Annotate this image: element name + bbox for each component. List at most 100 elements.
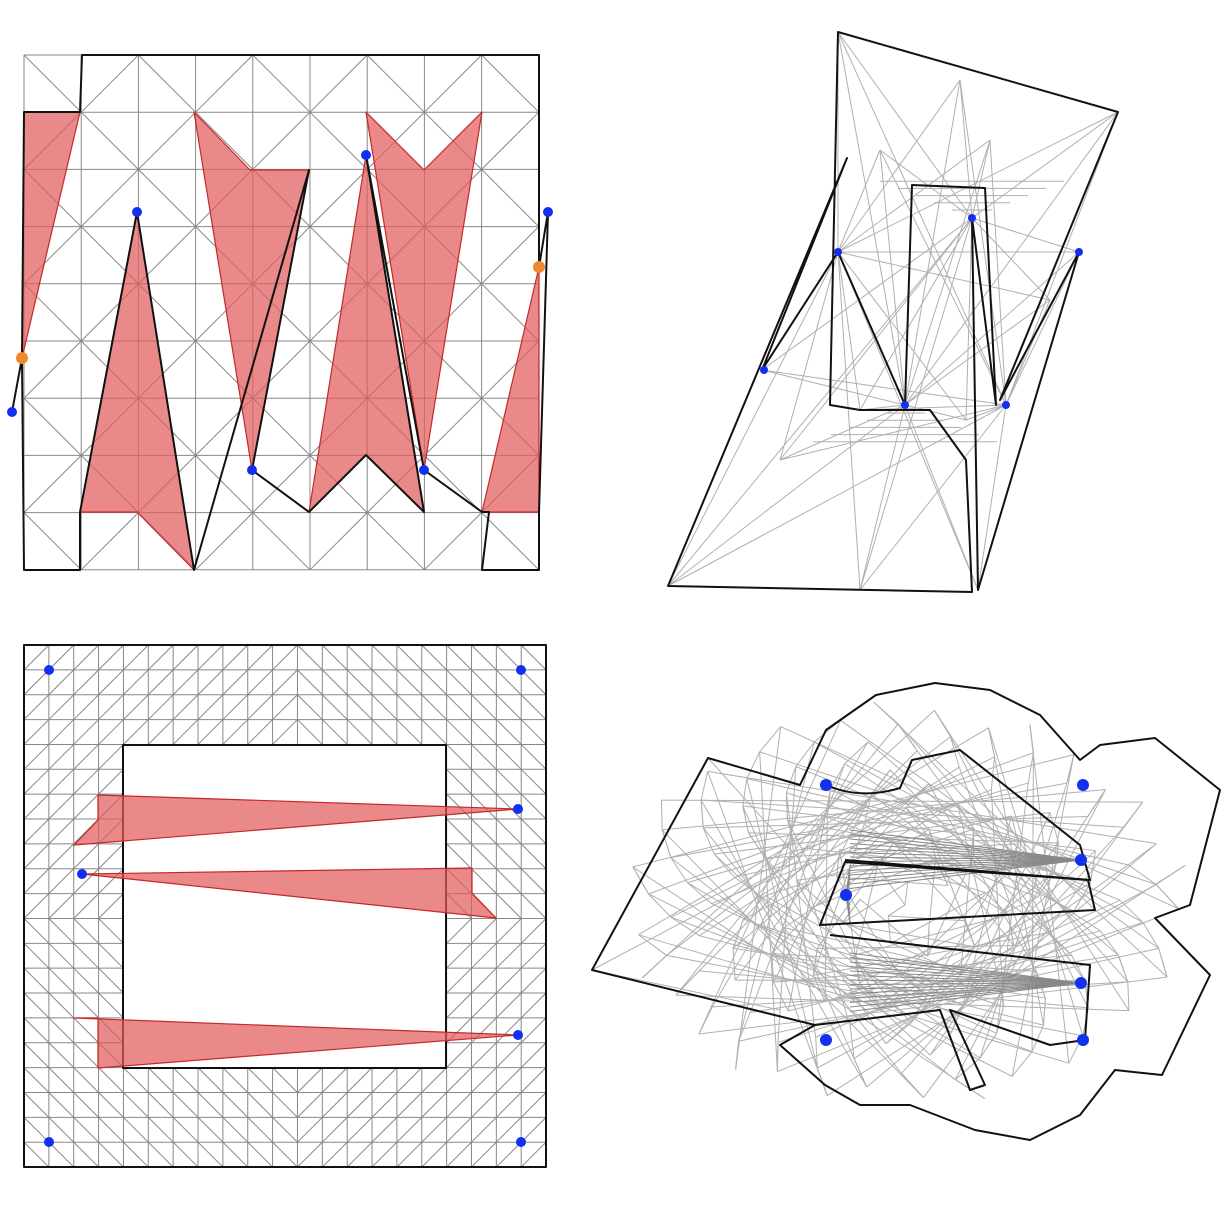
mesh-edge	[863, 794, 872, 825]
mesh-edge	[698, 720, 841, 1035]
mesh-edge	[520, 992, 547, 1019]
blue-dot	[7, 407, 17, 417]
mesh-edge	[48, 967, 75, 994]
mesh-edge	[247, 1141, 273, 1168]
blue-dot	[419, 465, 429, 475]
mesh-edge	[904, 299, 1051, 406]
mesh-edge	[172, 669, 199, 696]
mesh-edge	[735, 726, 782, 1070]
mesh-edge	[471, 992, 497, 1019]
mesh-edge	[859, 217, 973, 411]
mesh-edge	[520, 793, 547, 820]
mesh-edge	[222, 694, 249, 720]
mesh-edge	[1011, 1051, 1033, 1077]
mesh-edge	[990, 756, 996, 790]
mesh-edge	[48, 694, 75, 720]
mesh-edge	[172, 694, 199, 720]
fan-mesh-bottom-right	[591, 701, 1186, 1100]
mesh-edge	[247, 644, 273, 671]
mesh-edge	[965, 404, 1007, 421]
mesh-edge	[147, 644, 174, 671]
mesh-edge	[195, 111, 254, 170]
mesh-edge	[172, 1067, 199, 1093]
mesh-edge	[732, 919, 744, 949]
mesh-edge	[23, 868, 50, 894]
mesh-edge	[837, 111, 1119, 253]
mesh-edge	[840, 719, 1160, 949]
mesh-edge	[48, 744, 75, 770]
mesh-edge	[1089, 850, 1096, 884]
mesh-edge	[928, 858, 937, 928]
mesh-edge	[98, 893, 124, 919]
mesh-edge	[853, 864, 1129, 1060]
mesh-edge	[1042, 998, 1046, 1026]
mesh-edge	[841, 923, 975, 948]
blue-dot	[1075, 977, 1087, 989]
mesh-edge	[446, 644, 472, 671]
mesh-edge	[950, 812, 1051, 1033]
mesh-edge	[904, 111, 1119, 406]
mesh-edge	[421, 1116, 447, 1143]
mesh-edge	[849, 843, 1082, 861]
mesh-edge	[123, 694, 149, 720]
mesh-edge	[849, 859, 1082, 876]
mesh-edge	[471, 744, 497, 770]
mesh-edge	[700, 771, 709, 801]
mesh-edge	[849, 979, 1082, 984]
mesh-edge	[849, 975, 1082, 984]
mesh-edge	[648, 752, 1034, 895]
mesh-edge	[247, 1116, 273, 1143]
mesh-edge	[990, 789, 1004, 1007]
mesh-edge	[424, 512, 482, 571]
mesh-edge	[761, 369, 1007, 406]
mesh-edge	[734, 876, 952, 1033]
mesh-edge	[48, 1017, 75, 1044]
mesh-edge	[396, 1092, 423, 1118]
mesh-edge	[446, 843, 472, 870]
mesh-edge	[98, 1092, 124, 1118]
mesh-edge	[98, 843, 124, 870]
mesh-edge	[346, 1067, 373, 1093]
slot-upper-bottom-right	[825, 749, 1091, 881]
mesh-edge	[73, 942, 99, 969]
blue-dot	[543, 207, 553, 217]
mesh-edge	[849, 1025, 855, 1059]
blue-dot	[834, 248, 842, 256]
mesh-edge	[859, 404, 1007, 591]
mesh-edge	[879, 149, 906, 406]
blue-dot	[516, 1137, 526, 1147]
mesh-edge	[495, 744, 522, 770]
mesh-edge	[638, 727, 989, 936]
mesh-edge	[661, 829, 924, 1098]
mesh-edge	[48, 992, 75, 1019]
mesh-edge	[346, 644, 373, 671]
mesh-edge	[446, 818, 472, 845]
mesh-edge	[138, 54, 196, 113]
mesh-edge	[495, 768, 522, 795]
mesh-edge	[1029, 724, 1070, 1064]
mesh-edge	[520, 893, 547, 919]
mesh-edge	[73, 1067, 99, 1093]
mesh-edge	[746, 778, 818, 1069]
mesh-edge	[904, 139, 991, 406]
mesh-edge	[23, 54, 82, 113]
mesh-edge	[147, 1116, 174, 1143]
mesh-edge	[971, 139, 991, 219]
mesh-edge	[1119, 899, 1144, 923]
mesh-edge	[687, 882, 712, 905]
mesh-edge	[471, 644, 497, 671]
mesh-edge	[371, 1116, 398, 1143]
mesh-edge	[841, 881, 909, 924]
mesh-edge	[73, 967, 99, 994]
mesh-edge	[197, 1067, 224, 1093]
mesh-edge	[471, 918, 497, 944]
mesh-edge	[471, 1092, 497, 1118]
mesh-edge	[471, 843, 497, 870]
mesh-edge	[520, 694, 547, 720]
mesh-edge	[272, 1141, 298, 1168]
mesh-edge	[1127, 864, 1157, 885]
mesh-edge	[80, 54, 139, 113]
mesh-edge	[795, 741, 815, 767]
mesh-edge	[98, 644, 124, 671]
